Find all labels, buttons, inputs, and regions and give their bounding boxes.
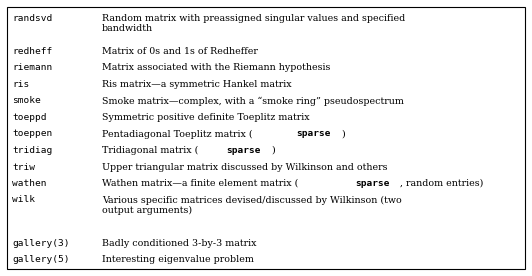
- Text: sparse: sparse: [296, 129, 331, 139]
- Text: toeppd: toeppd: [12, 113, 46, 122]
- Text: Badly conditioned 3-by-3 matrix: Badly conditioned 3-by-3 matrix: [102, 238, 256, 248]
- Text: riemann: riemann: [12, 63, 52, 73]
- Text: wilk: wilk: [12, 195, 35, 205]
- Text: Smoke matrix—complex, with a “smoke ring” pseudospectrum: Smoke matrix—complex, with a “smoke ring…: [102, 97, 404, 106]
- Text: gallery(3): gallery(3): [12, 238, 70, 248]
- Text: redheff: redheff: [12, 47, 52, 56]
- Text: randsvd: randsvd: [12, 14, 52, 23]
- Text: ris: ris: [12, 80, 29, 89]
- Text: Pentadiagonal Toeplitz matrix (: Pentadiagonal Toeplitz matrix (: [102, 129, 253, 139]
- Text: Random matrix with preassigned singular values and specified
bandwidth: Random matrix with preassigned singular …: [102, 14, 405, 33]
- Text: Matrix associated with the Riemann hypothesis: Matrix associated with the Riemann hypot…: [102, 63, 330, 73]
- Text: Tridiagonal matrix (: Tridiagonal matrix (: [102, 146, 198, 155]
- Text: Various specific matrices devised/discussed by Wilkinson (two
output arguments): Various specific matrices devised/discus…: [102, 195, 402, 215]
- Text: ): ): [271, 146, 275, 155]
- Text: tridiag: tridiag: [12, 146, 52, 155]
- Text: Upper triangular matrix discussed by Wilkinson and others: Upper triangular matrix discussed by Wil…: [102, 163, 387, 171]
- Text: sparse: sparse: [355, 179, 390, 188]
- Text: sparse: sparse: [226, 146, 261, 155]
- Text: smoke: smoke: [12, 97, 41, 105]
- Text: ): ): [341, 129, 345, 139]
- Text: Ris matrix—a symmetric Hankel matrix: Ris matrix—a symmetric Hankel matrix: [102, 80, 292, 89]
- Text: , random entries): , random entries): [400, 179, 483, 188]
- Text: Interesting eigenvalue problem: Interesting eigenvalue problem: [102, 255, 254, 264]
- Text: triw: triw: [12, 163, 35, 171]
- Text: wathen: wathen: [12, 179, 46, 188]
- Text: Wathen matrix—a finite element matrix (: Wathen matrix—a finite element matrix (: [102, 179, 298, 188]
- Text: Matrix of 0s and 1s of Redheffer: Matrix of 0s and 1s of Redheffer: [102, 47, 258, 56]
- Text: gallery(5): gallery(5): [12, 255, 70, 264]
- Text: toeppen: toeppen: [12, 129, 52, 139]
- Text: Symmetric positive definite Toeplitz matrix: Symmetric positive definite Toeplitz mat…: [102, 113, 310, 122]
